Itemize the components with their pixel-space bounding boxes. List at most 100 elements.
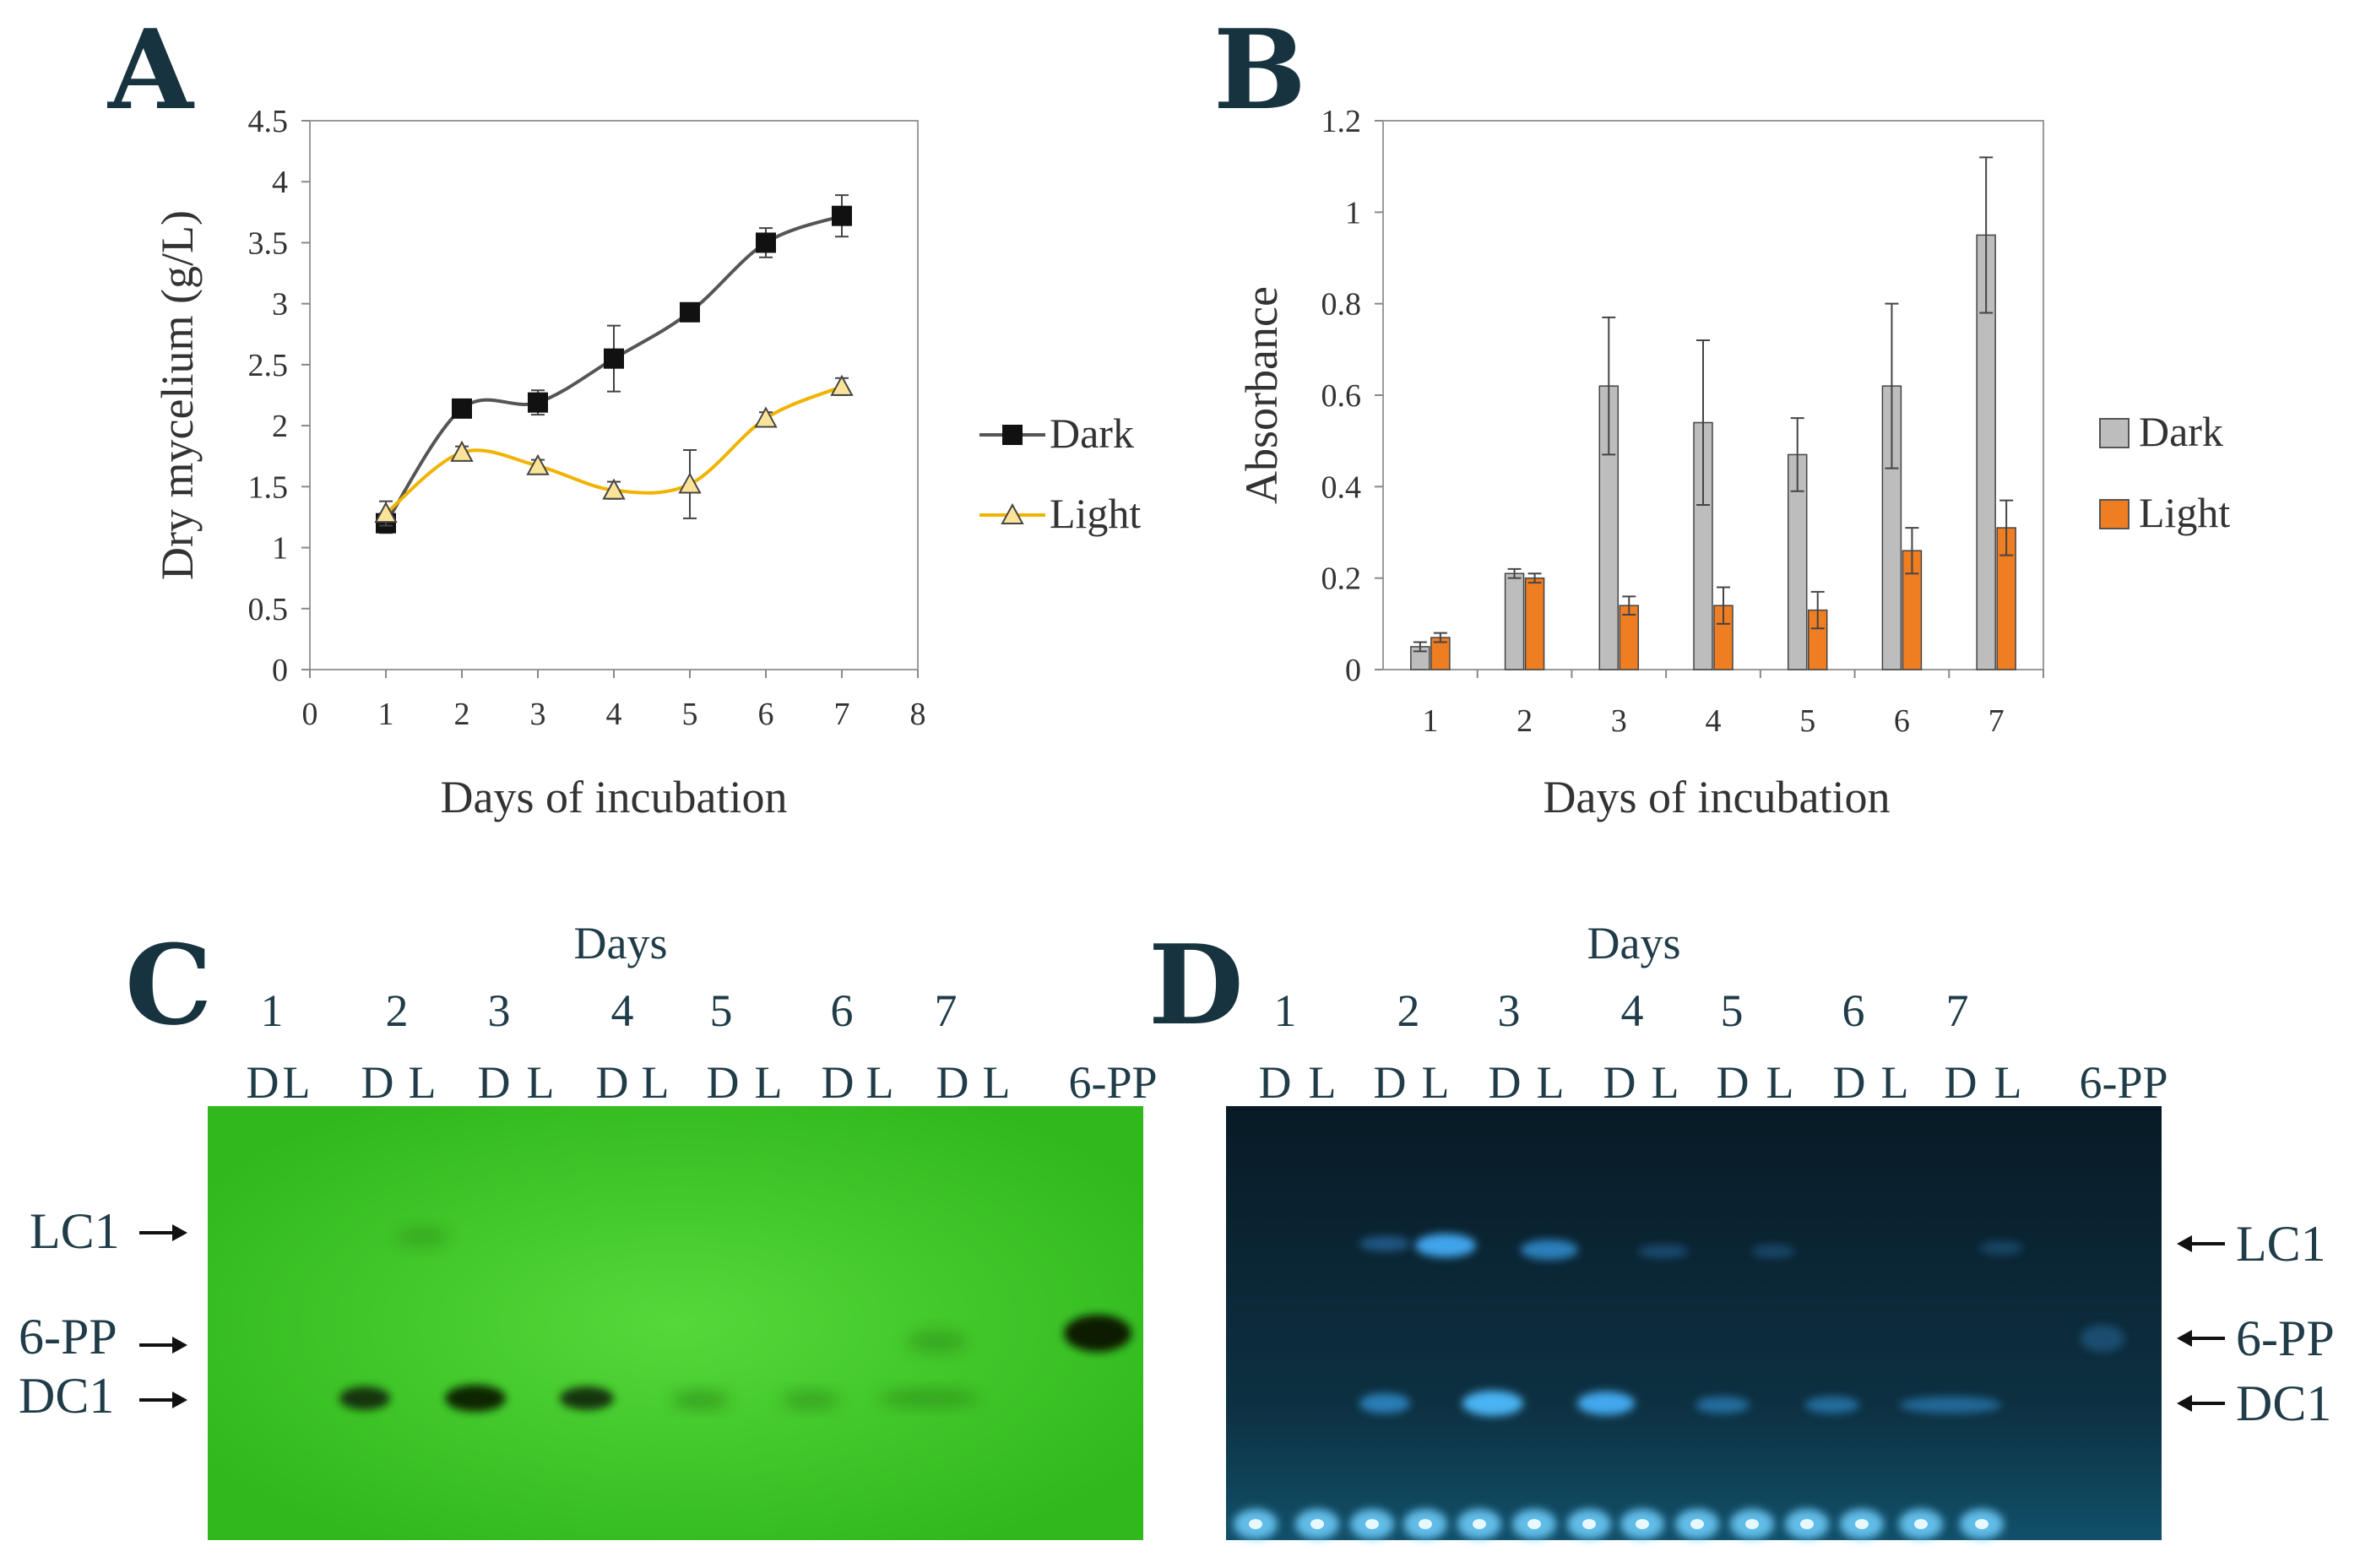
band-dc1-day6-d [1805, 1397, 1859, 1413]
band-dc1-day5-c [672, 1391, 730, 1409]
y-tick-label: 2.5 [248, 348, 289, 383]
origin-spot-core [1690, 1519, 1704, 1529]
lane-label: D [707, 1057, 740, 1108]
origin-spot-core [1582, 1519, 1596, 1529]
x-tick-label: 4 [1706, 703, 1722, 739]
series-group-a [374, 194, 854, 534]
y-tick-label: 1 [1345, 195, 1361, 231]
y-tick-label: 0 [272, 653, 288, 688]
day-number-label: 2 [386, 985, 409, 1036]
band-label-6pp-c: 6-PP [19, 1309, 117, 1365]
origin-spot-core [1419, 1519, 1432, 1529]
band-dc1-day3-c [445, 1385, 506, 1412]
bands-d [1234, 1234, 2124, 1539]
arrow-head-6pp-c [172, 1337, 187, 1354]
lane-label: L [642, 1057, 670, 1108]
day-number-label: 6 [831, 985, 854, 1036]
y-tick-label: 0.2 [1321, 562, 1362, 597]
x-axis-a: 0 1 2 3 4 5 6 7 8 [302, 670, 926, 732]
band-lc1-day7-d [1979, 1241, 2023, 1255]
day-number-label: 1 [261, 985, 284, 1036]
x-tick-label: 6 [1894, 703, 1910, 739]
y-tick-label: 0 [1345, 653, 1361, 688]
x-tick-label: 2 [1516, 703, 1533, 739]
origin-spot-core [1800, 1519, 1814, 1529]
legend-b: Dark Light [2099, 408, 2230, 536]
origin-spot-core [1249, 1519, 1262, 1529]
days-title-d: Days [1587, 918, 1681, 968]
lane-label: L [409, 1057, 437, 1108]
lane-label: D [1489, 1057, 1522, 1108]
data-point-dark [528, 392, 548, 413]
origin-spot-core [1745, 1519, 1759, 1529]
arrow-head-dc1-c [172, 1392, 187, 1408]
x-tick-label: 2 [454, 697, 470, 732]
panel-letter-d: D [1148, 920, 1244, 1050]
band-dc1-day3-d [1462, 1391, 1523, 1416]
day-number-label: 7 [935, 985, 958, 1036]
lane-label: D [1374, 1057, 1407, 1108]
lane-label: D [1259, 1057, 1292, 1108]
lane-label: L [283, 1057, 311, 1108]
standard-label-d: 6-PP [2079, 1057, 2168, 1108]
panel-letter-a: A [106, 5, 195, 134]
lane-label: D [247, 1057, 279, 1108]
day-numbers-d: 1 2 3 4 5 6 7 [1274, 985, 1969, 1036]
origin-spot-core [1914, 1519, 1928, 1529]
x-tick-label: 3 [530, 697, 546, 732]
lane-label: D [1603, 1057, 1636, 1108]
band-markers-d: LC1 6-PP DC1 [2177, 1216, 2335, 1431]
origin-spot-core [1975, 1519, 1988, 1529]
y-tick-label: 1.5 [248, 469, 289, 505]
day-number-label: 7 [1946, 985, 1969, 1036]
band-dc1-day4-c [560, 1386, 614, 1410]
bars-group-b [1410, 156, 2016, 670]
x-tick-label: 3 [1611, 703, 1627, 739]
lane-label: L [866, 1057, 894, 1108]
x-tick-label: 5 [1799, 703, 1815, 739]
data-point-light [526, 453, 550, 475]
legend-a: Dark Light [979, 410, 1141, 537]
arrow-head-lc1-c [172, 1224, 187, 1241]
band-6pp-day7-c [907, 1330, 968, 1354]
lane-label: L [527, 1057, 555, 1108]
plot-area-b [1382, 120, 2044, 670]
x-tick-label: 4 [606, 697, 622, 732]
day-number-label: 5 [710, 985, 733, 1036]
day-number-label: 4 [611, 985, 634, 1036]
lane-label: D [361, 1057, 394, 1108]
lane-label: L [983, 1057, 1011, 1108]
y-tick-label: 4.5 [248, 104, 289, 139]
y-axis-a: 0 0.5 1 1.5 2 2.5 3 3.5 4 4.5 [248, 104, 310, 688]
tlc-plate-c [208, 1106, 1143, 1540]
origin-spots-d [1234, 1509, 2004, 1539]
band-6pp-standard-d [2081, 1325, 2124, 1352]
data-point-dark [756, 232, 776, 253]
legend-label-dark-a: Dark [1050, 410, 1134, 457]
lane-label: L [1422, 1057, 1450, 1108]
y-tick-label: 0.8 [1321, 287, 1362, 323]
band-label-6pp-d: 6-PP [2236, 1310, 2335, 1366]
panel-a: A 0 0.5 1 1.5 2 2.5 3 3.5 4 4.5 0 1 2 3 4 5 6 7 8 Days of… [106, 5, 1141, 822]
band-dc1-day6-c [782, 1391, 839, 1409]
lane-label: L [1994, 1057, 2022, 1108]
day-number-label: 3 [1498, 985, 1521, 1036]
data-point-dark [604, 348, 624, 369]
band-dc1-day4-d [1577, 1392, 1635, 1415]
y-tick-label: 0.6 [1321, 378, 1362, 414]
band-dc1-day7-c [878, 1389, 979, 1408]
legend-label-light-a: Light [1050, 490, 1141, 537]
band-lc1-c [395, 1227, 449, 1247]
legend-marker-light [1001, 502, 1024, 524]
lane-label: D [478, 1057, 511, 1108]
legend-label-light-b: Light [2139, 489, 2230, 536]
y-tick-label: 0.5 [248, 592, 289, 627]
x-tick-label: 8 [910, 697, 926, 732]
data-point-light [602, 478, 626, 500]
x-tick-label: 0 [302, 697, 318, 732]
legend-swatch-light-b [2099, 499, 2130, 529]
lane-label: L [1881, 1057, 1909, 1108]
y-tick-label: 1 [272, 531, 288, 567]
y-tick-label: 3.5 [248, 225, 289, 261]
arrow-head-6pp-d [2177, 1330, 2192, 1347]
